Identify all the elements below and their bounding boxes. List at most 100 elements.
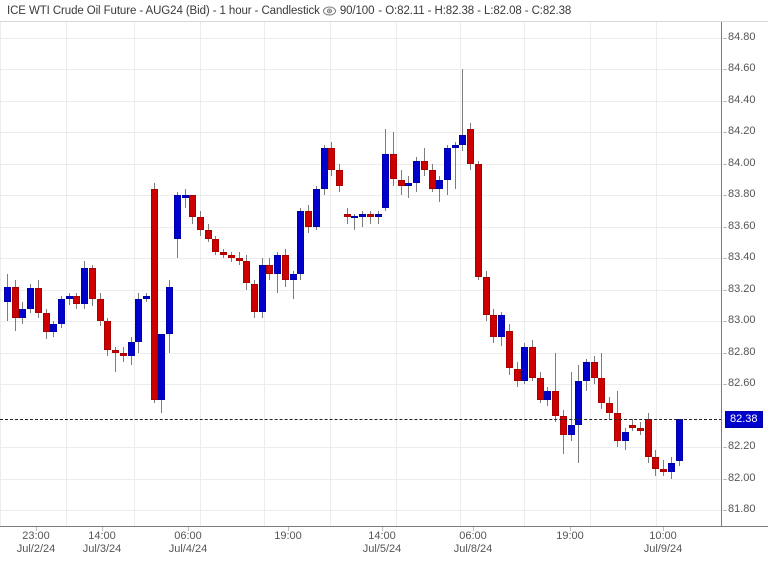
time-axis-label: 10:00 Jul/9/24 <box>643 530 683 555</box>
time-axis-label: 19:00 <box>274 530 302 542</box>
candle-body-down <box>660 469 667 473</box>
candle-wick <box>185 189 186 208</box>
price-axis-label: 84.00 <box>728 156 756 169</box>
chart-header: ICE WTI Crude Oil Future - AUG24 (Bid) -… <box>0 0 768 22</box>
candle-body-down <box>398 179 405 186</box>
price-tick <box>723 510 727 512</box>
price-axis-label: 82.00 <box>728 471 756 484</box>
candle-wick <box>455 141 456 189</box>
price-tick <box>723 37 727 39</box>
gridline-horizontal <box>0 384 721 386</box>
candle-body-down <box>506 330 513 369</box>
time-axis-label: 06:00 Jul/8/24 <box>453 530 493 555</box>
gridline-vertical <box>200 22 201 526</box>
candle-body-up <box>521 346 528 382</box>
price-axis-label: 81.80 <box>728 503 756 516</box>
gridline-vertical <box>460 22 461 526</box>
candle-wick <box>571 371 572 441</box>
gridline-horizontal <box>0 478 721 480</box>
candle-body-down <box>475 163 482 278</box>
gridline-horizontal <box>0 289 721 291</box>
time-tick <box>570 527 571 531</box>
candle-body-down <box>151 189 158 401</box>
time-tick <box>663 527 664 531</box>
candle-body-down <box>614 412 621 441</box>
last-price-tag: 82.38 <box>725 410 763 428</box>
candle-body-up <box>544 390 551 401</box>
time-tick <box>288 527 289 531</box>
candle-body-down <box>637 428 644 432</box>
price-axis-label: 84.80 <box>728 30 756 43</box>
candle-wick <box>161 390 162 413</box>
candle-body-down <box>336 170 343 186</box>
candle-body-up <box>568 425 575 435</box>
candle-body-down <box>629 425 636 429</box>
candle-body-down <box>390 154 397 180</box>
candle-body-down <box>251 283 258 312</box>
candle-body-up <box>128 341 135 356</box>
price-axis-label: 83.80 <box>728 188 756 201</box>
gridline-vertical <box>524 22 525 526</box>
candle-body-up <box>81 267 88 304</box>
candle-wick <box>354 214 355 230</box>
candle-body-down <box>537 378 544 401</box>
price-tick <box>723 195 727 197</box>
price-tick <box>723 226 727 228</box>
candle-wick <box>408 176 409 199</box>
price-axis-label: 82.20 <box>728 440 756 453</box>
eye-icon[interactable] <box>322 3 336 21</box>
price-axis-label: 82.80 <box>728 345 756 358</box>
candle-wick <box>293 270 294 300</box>
candle-body-up <box>166 286 173 334</box>
gridline-vertical <box>134 22 135 526</box>
candle-wick <box>378 211 379 224</box>
candle-body-up <box>158 333 165 401</box>
candle-body-up <box>290 274 297 281</box>
gridline-horizontal <box>0 510 721 512</box>
price-axis-label: 82.60 <box>728 377 756 390</box>
price-tick <box>723 352 727 354</box>
last-price-line <box>0 418 721 420</box>
time-tick <box>473 527 474 531</box>
candle-body-up <box>274 255 281 274</box>
candle-body-down <box>228 255 235 259</box>
bar-count: 90/100 <box>339 4 375 17</box>
candle-body-up <box>444 148 451 180</box>
candle-body-up <box>313 189 320 227</box>
candle-body-up <box>182 195 189 198</box>
candle-wick <box>462 69 463 152</box>
chart-plot-area[interactable] <box>0 22 722 526</box>
time-axis[interactable]: 23:00 Jul/2/24 14:00 Jul/3/24 06:00 Jul/4/24 1… <box>0 526 768 570</box>
candle-body-up <box>575 381 582 426</box>
gridline-vertical <box>590 22 591 526</box>
price-axis[interactable]: 84.80 84.60 84.40 84.20 84.00 83.80 83.60 83.40… <box>723 22 768 526</box>
candle-body-down <box>112 349 119 353</box>
price-tick <box>723 478 727 480</box>
candle-wick <box>663 459 664 476</box>
candle-body-down <box>12 286 19 319</box>
ohlc-readout: - O:82.11 - H:82.38 - L:82.08 - C:82.38 <box>378 4 572 17</box>
candle-body-down <box>421 160 428 171</box>
candle-body-up <box>58 299 65 325</box>
candle-body-up <box>359 214 366 217</box>
price-axis-label: 83.60 <box>728 219 756 232</box>
candle-body-up <box>50 324 57 333</box>
candle-body-up <box>19 308 26 319</box>
candle-body-up <box>668 463 675 473</box>
candle-body-down <box>104 321 111 350</box>
candle-body-down <box>591 362 598 378</box>
candle-body-down <box>236 258 243 262</box>
candle-body-up <box>66 296 73 300</box>
candle-body-down <box>514 368 521 382</box>
candle-wick <box>69 292 70 306</box>
candle-body-up <box>321 148 328 189</box>
candle-body-down <box>552 390 559 416</box>
gridline-vertical <box>656 22 657 526</box>
gridline-horizontal <box>0 321 721 323</box>
candle-body-down <box>645 418 652 457</box>
gridline-vertical <box>66 22 67 526</box>
candle-body-down <box>652 456 659 470</box>
price-tick <box>723 69 727 71</box>
price-tick <box>723 384 727 386</box>
